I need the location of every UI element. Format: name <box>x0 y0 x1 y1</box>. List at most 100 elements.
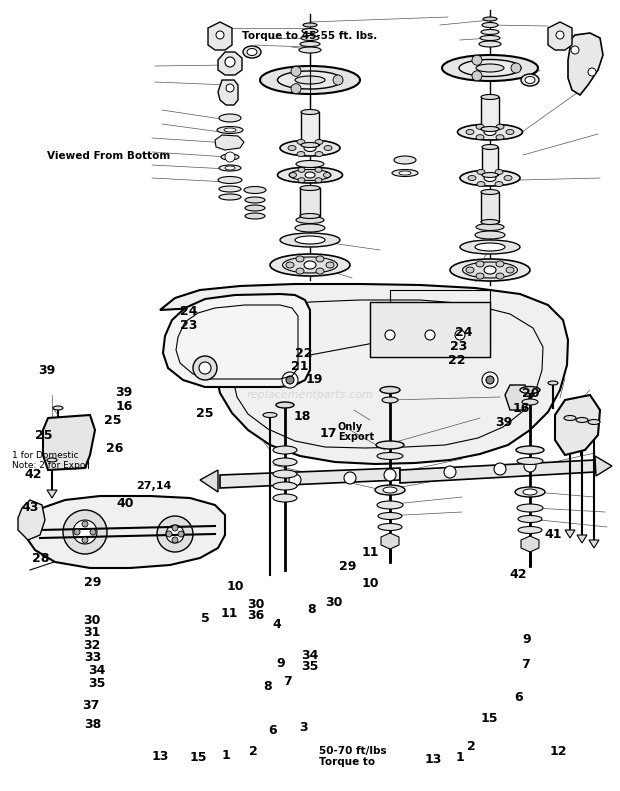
Circle shape <box>157 516 193 552</box>
Circle shape <box>199 362 211 374</box>
Polygon shape <box>577 535 587 543</box>
Ellipse shape <box>399 171 411 175</box>
Circle shape <box>472 70 482 81</box>
Circle shape <box>291 84 301 93</box>
Ellipse shape <box>280 140 340 156</box>
Text: 12: 12 <box>549 745 567 758</box>
Text: replacementparts.com: replacementparts.com <box>247 390 373 400</box>
Polygon shape <box>521 536 539 552</box>
Ellipse shape <box>273 446 297 454</box>
Ellipse shape <box>219 165 241 171</box>
Ellipse shape <box>300 41 320 47</box>
Ellipse shape <box>303 23 317 27</box>
Polygon shape <box>565 530 575 538</box>
Text: 16: 16 <box>115 400 133 413</box>
Polygon shape <box>215 135 244 150</box>
Ellipse shape <box>221 154 239 160</box>
Text: 39: 39 <box>495 416 512 429</box>
Ellipse shape <box>305 172 315 178</box>
Text: 37: 37 <box>82 699 100 712</box>
Ellipse shape <box>315 152 323 157</box>
Ellipse shape <box>263 412 277 418</box>
Polygon shape <box>589 540 599 548</box>
Text: 10: 10 <box>227 581 244 593</box>
Text: 5: 5 <box>202 612 210 625</box>
Ellipse shape <box>450 259 530 281</box>
Ellipse shape <box>301 36 319 40</box>
Text: 43: 43 <box>21 501 38 513</box>
Polygon shape <box>218 52 242 75</box>
Ellipse shape <box>506 267 514 273</box>
Ellipse shape <box>300 214 320 218</box>
Text: 25: 25 <box>196 407 213 420</box>
Polygon shape <box>218 80 238 105</box>
Ellipse shape <box>394 156 416 164</box>
Bar <box>301 112 319 145</box>
Circle shape <box>571 46 579 54</box>
Ellipse shape <box>316 256 324 262</box>
Polygon shape <box>18 500 45 540</box>
Ellipse shape <box>260 66 360 94</box>
Ellipse shape <box>383 487 397 493</box>
Text: 23: 23 <box>180 320 198 332</box>
Polygon shape <box>595 456 612 476</box>
Text: 11: 11 <box>361 546 379 558</box>
Text: 35: 35 <box>301 660 319 673</box>
Ellipse shape <box>517 504 543 512</box>
Ellipse shape <box>378 513 402 520</box>
Ellipse shape <box>481 190 499 195</box>
Text: 29: 29 <box>84 576 102 589</box>
Text: 25: 25 <box>35 429 52 441</box>
Circle shape <box>172 525 178 531</box>
Circle shape <box>472 55 482 65</box>
Circle shape <box>494 463 506 475</box>
Ellipse shape <box>483 17 497 21</box>
Circle shape <box>289 474 301 486</box>
Ellipse shape <box>219 114 241 122</box>
Ellipse shape <box>475 243 505 251</box>
Ellipse shape <box>480 36 500 40</box>
Text: 7: 7 <box>521 658 530 671</box>
Text: 30: 30 <box>325 596 342 609</box>
Ellipse shape <box>217 127 243 134</box>
Polygon shape <box>555 395 600 455</box>
Ellipse shape <box>301 142 319 147</box>
Ellipse shape <box>476 134 484 140</box>
Ellipse shape <box>522 399 538 405</box>
Ellipse shape <box>286 262 294 268</box>
Ellipse shape <box>477 182 485 187</box>
Ellipse shape <box>392 169 418 176</box>
Ellipse shape <box>375 485 405 495</box>
Ellipse shape <box>496 134 504 140</box>
Text: 21: 21 <box>291 360 308 373</box>
Ellipse shape <box>521 74 539 86</box>
Ellipse shape <box>495 169 503 175</box>
Ellipse shape <box>377 501 403 509</box>
Ellipse shape <box>525 77 535 84</box>
Polygon shape <box>381 533 399 549</box>
Ellipse shape <box>484 175 496 181</box>
Ellipse shape <box>273 470 297 478</box>
Circle shape <box>74 529 80 535</box>
Text: 7: 7 <box>283 676 291 688</box>
Text: 16: 16 <box>512 402 529 414</box>
Text: 15: 15 <box>190 751 207 764</box>
Ellipse shape <box>316 268 324 274</box>
Circle shape <box>90 529 96 535</box>
Polygon shape <box>208 22 232 50</box>
Text: 11: 11 <box>221 607 238 619</box>
Ellipse shape <box>442 55 538 81</box>
Bar <box>300 188 320 216</box>
Ellipse shape <box>504 176 512 180</box>
Ellipse shape <box>324 172 330 177</box>
Text: 34: 34 <box>89 664 106 677</box>
Ellipse shape <box>476 273 484 279</box>
Ellipse shape <box>576 418 588 422</box>
Text: 8: 8 <box>264 680 272 693</box>
Ellipse shape <box>298 178 305 183</box>
Ellipse shape <box>515 487 545 497</box>
Circle shape <box>524 460 536 472</box>
Ellipse shape <box>247 48 257 55</box>
Ellipse shape <box>496 124 504 129</box>
Bar <box>482 147 498 175</box>
